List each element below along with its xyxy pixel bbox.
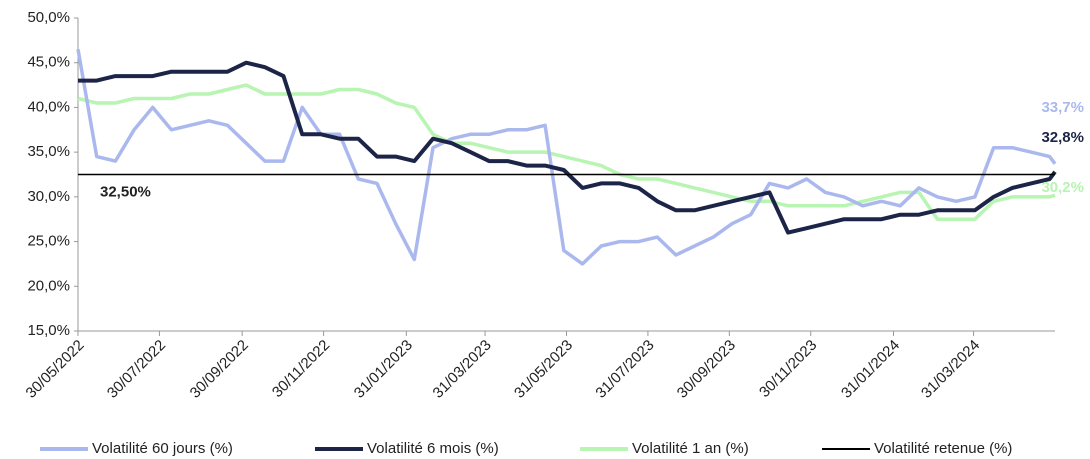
end-label: 32,8% [1041, 129, 1084, 146]
legend-label: Volatilité 60 jours (%) [92, 440, 233, 457]
x-tick-label: 30/07/2022 [104, 337, 169, 402]
x-tick-label: 31/01/2023 [351, 337, 416, 402]
legend-label: Volatilité retenue (%) [874, 440, 1012, 457]
series-line [76, 48, 1057, 266]
x-tick-label: 31/01/2024 [838, 337, 903, 402]
legend-label: Volatilité 1 an (%) [632, 440, 749, 457]
y-tick-label: 30,0% [27, 188, 70, 205]
x-tick-label: 30/09/2023 [674, 337, 739, 402]
end-label: 30,2% [1041, 179, 1084, 196]
x-tick-label: 31/07/2023 [592, 337, 657, 402]
y-tick-label: 25,0% [27, 233, 70, 250]
x-tick-label: 31/03/2024 [918, 337, 983, 402]
x-tick-label: 31/03/2023 [430, 337, 495, 402]
x-tick-label: 30/05/2022 [23, 337, 88, 402]
y-tick-label: 40,0% [27, 98, 70, 115]
x-tick-label: 30/11/2022 [269, 337, 333, 401]
x-tick-label: 30/09/2022 [187, 337, 252, 402]
legend-label: Volatilité 6 mois (%) [367, 440, 499, 457]
y-tick-label: 15,0% [27, 322, 70, 339]
series-line [77, 83, 1056, 221]
x-tick-label: 31/05/2023 [511, 337, 576, 402]
end-label: 33,7% [1041, 99, 1084, 116]
x-tick-label: 30/11/2023 [756, 337, 820, 401]
y-tick-label: 50,0% [27, 9, 70, 26]
y-tick-label: 20,0% [27, 277, 70, 294]
reference-label: 32,50% [100, 183, 151, 200]
y-tick-label: 35,0% [27, 143, 70, 160]
series-line [78, 60, 1057, 235]
y-tick-label: 45,0% [27, 54, 70, 71]
